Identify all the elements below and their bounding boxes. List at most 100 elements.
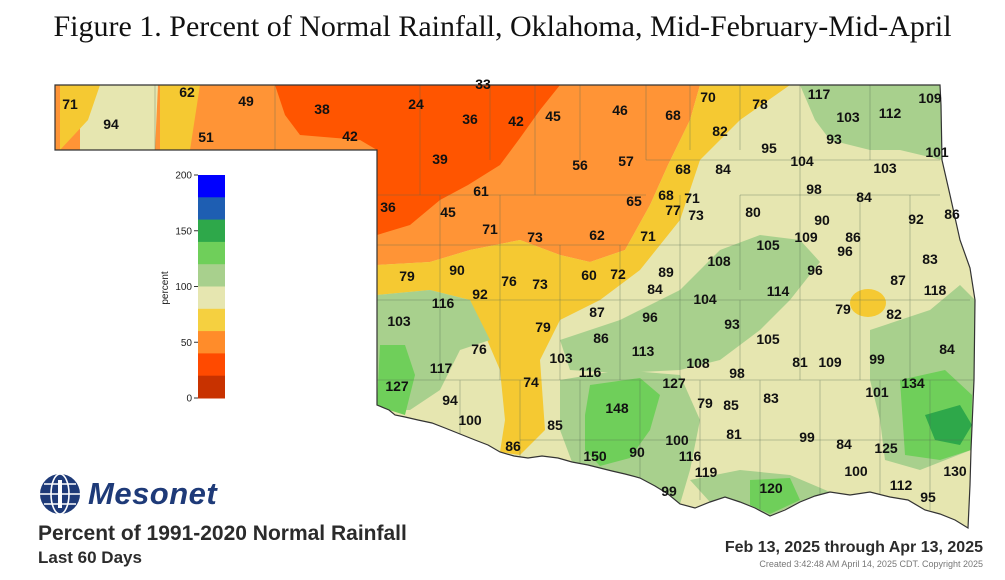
station-value: 74 [523, 374, 539, 390]
legend-tick-label: 100 [175, 282, 192, 293]
station-value: 125 [874, 440, 898, 456]
map-subtitle: Last 60 Days [38, 548, 142, 567]
station-value: 49 [238, 93, 254, 109]
station-value: 114 [767, 283, 790, 299]
station-value: 73 [527, 229, 543, 245]
station-value: 84 [836, 436, 852, 452]
map-title: Percent of 1991-2020 Normal Rainfall [38, 522, 407, 545]
station-value: 85 [547, 417, 563, 433]
station-value: 68 [665, 107, 681, 123]
station-value: 95 [761, 140, 777, 156]
station-value: 76 [471, 341, 487, 357]
station-value: 112 [879, 105, 902, 121]
station-value: 105 [756, 331, 780, 347]
station-value: 92 [472, 286, 488, 302]
station-value: 68 [658, 187, 674, 203]
station-value: 96 [807, 262, 823, 278]
station-value: 92 [908, 211, 924, 227]
legend-swatch [198, 264, 225, 287]
legend-tick-label: 150 [175, 226, 192, 237]
station-value: 62 [179, 84, 195, 100]
station-value: 85 [723, 397, 739, 413]
station-value: 109 [918, 90, 942, 106]
station-value: 72 [610, 266, 626, 282]
station-value: 79 [835, 301, 851, 317]
station-value: 101 [925, 144, 949, 160]
station-value: 90 [814, 212, 830, 228]
station-value: 105 [756, 237, 780, 253]
station-value: 109 [818, 354, 842, 370]
station-value: 117 [430, 360, 453, 376]
station-value: 86 [593, 330, 609, 346]
station-value: 98 [729, 365, 745, 381]
station-value: 84 [715, 161, 731, 177]
legend-swatch [198, 197, 225, 221]
station-value: 73 [688, 207, 704, 223]
station-value: 39 [432, 151, 448, 167]
station-value: 77 [665, 202, 681, 218]
station-value: 86 [845, 229, 861, 245]
station-value: 150 [583, 448, 607, 464]
station-value: 96 [642, 309, 658, 325]
station-value: 127 [385, 378, 409, 394]
station-value: 78 [752, 96, 768, 112]
station-value: 119 [695, 464, 718, 480]
station-value: 127 [662, 375, 686, 391]
mesonet-globe-icon [40, 473, 80, 515]
station-value: 61 [473, 183, 489, 199]
station-value: 100 [844, 463, 868, 479]
station-value: 116 [679, 448, 702, 464]
station-value: 130 [943, 463, 967, 479]
station-value: 38 [314, 101, 330, 117]
station-value: 109 [794, 229, 818, 245]
figure-title: Figure 1. Percent of Normal Rainfall, Ok… [53, 10, 952, 43]
station-value: 116 [432, 295, 455, 311]
station-value: 73 [532, 276, 548, 292]
station-value: 82 [886, 306, 902, 322]
station-value: 86 [505, 438, 521, 454]
mesonet-logo: Mesonet [38, 472, 217, 516]
station-value: 99 [799, 429, 815, 445]
station-value: 87 [589, 304, 605, 320]
legend-tick-label: 50 [181, 338, 193, 349]
station-value: 70 [700, 89, 716, 105]
legend-tick-label: 0 [186, 394, 192, 405]
station-value: 101 [865, 384, 889, 400]
station-value: 81 [726, 426, 742, 442]
station-value: 36 [380, 199, 396, 215]
station-value: 79 [697, 395, 713, 411]
station-value: 99 [661, 483, 677, 499]
station-value: 94 [442, 392, 458, 408]
station-value: 79 [399, 268, 415, 284]
station-value: 94 [103, 116, 119, 132]
station-value: 33 [475, 76, 491, 92]
station-value: 98 [806, 181, 822, 197]
station-value: 103 [387, 313, 411, 329]
station-value: 60 [581, 267, 597, 283]
station-value: 76 [501, 273, 517, 289]
station-values: 71 94 62 49 51 38 42 33 24 36 42 45 46 68 70 78 117 103 11… [62, 76, 967, 505]
station-value: 96 [837, 243, 853, 259]
station-value: 42 [508, 113, 524, 129]
station-value: 93 [826, 131, 842, 147]
station-value: 84 [647, 281, 663, 297]
station-value: 100 [458, 412, 482, 428]
legend-tick-label: 200 [175, 171, 192, 182]
station-value: 51 [198, 129, 214, 145]
station-value: 134 [901, 375, 925, 391]
station-value: 57 [618, 153, 634, 169]
legend-swatch [198, 375, 225, 399]
station-value: 84 [856, 189, 872, 205]
legend-swatch [198, 286, 225, 310]
station-value: 87 [890, 272, 906, 288]
station-value: 42 [342, 128, 358, 144]
station-value: 90 [449, 262, 465, 278]
station-value: 117 [808, 86, 831, 102]
legend-swatch [198, 241, 225, 265]
station-value: 93 [724, 316, 740, 332]
color-legend: percent 200 150 100 50 0 [160, 171, 225, 405]
station-value: 84 [939, 341, 955, 357]
station-value: 112 [890, 477, 913, 493]
station-value: 104 [790, 153, 814, 169]
station-value: 83 [922, 251, 938, 267]
